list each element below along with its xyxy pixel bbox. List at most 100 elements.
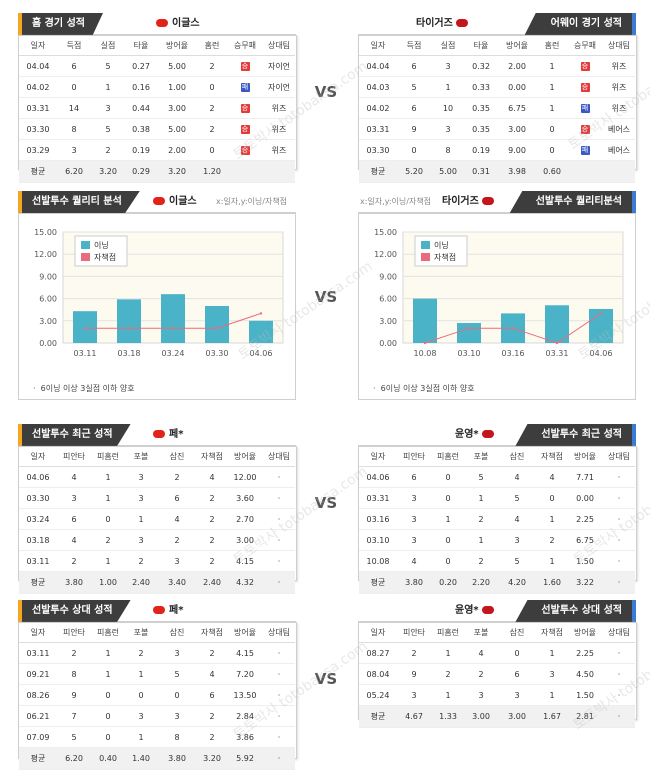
table-cell: · [263,550,295,572]
column-header: 상대팀 [263,623,295,643]
team-logo-icon [153,430,165,438]
team-label: 타이거즈 [416,18,453,29]
table-row: 06.21 7 0 3 3 2 2.84 · [19,705,295,727]
table-cell: 6 [397,97,431,119]
table-cell: · [263,529,295,551]
line-point [511,327,515,330]
average-cell [227,160,263,183]
table-cell: 1 [537,508,567,530]
table-row: 08.04 9 2 2 6 3 4.50 · [359,663,635,685]
table-cell: 5 [497,550,537,572]
table-cell: 3 [125,466,157,488]
average-cell: 평균 [19,571,57,594]
average-cell: 3.80 [57,571,91,594]
column-header: 자책점 [537,447,567,467]
average-cell: · [263,747,295,770]
table-cell: 1 [537,642,567,664]
table-cell: 03.16 [359,508,397,530]
table-cell: 4 [197,663,227,685]
table-row: 04.04 6 3 0.32 2.00 1 승 위즈 [359,55,635,77]
table-cell: 08.27 [359,642,397,664]
y-tick-label: 9.00 [39,272,57,281]
table-cell: 14 [57,97,91,119]
team-logo-icon [156,19,168,27]
right-chart: 0.00 3.00 6.00 9.00 12.00 15.00 10.08 03.10 03.1… [374,228,624,358]
table-cell: 3 [397,529,431,551]
table-cell: 1 [91,642,125,664]
table-cell: 04.06 [19,466,57,488]
team-label: 페* [169,429,184,440]
average-cell: 3.00 [497,705,537,728]
y-tick-label: 6.00 [379,295,397,304]
table-cell: 2.25 [567,508,603,530]
legend-label: 이닝 [94,240,109,250]
table-cell: 8 [57,663,91,685]
table-header-row: 일자 피안타 피홈런 포볼 삼진 자책점 방어율 상대팀 [359,623,635,643]
table-cell: 5 [157,663,197,685]
result-cell: 승 [227,118,263,140]
table-cell: 0 [91,726,125,748]
table-row: 03.30 3 1 3 6 2 3.60 · [19,487,295,509]
table-row: 04.06 6 0 5 4 4 7.71 · [359,466,635,488]
table-cell: 0 [197,139,227,161]
table-cell: 4 [397,550,431,572]
section-title: 선발투수 최근 성적 [18,424,131,446]
average-cell: 0.60 [537,160,567,183]
y-tick-label: 15.00 [34,228,57,237]
table-cell: 0 [197,76,227,98]
x-tick-label: 03.16 [502,349,525,358]
table-cell: 0 [537,118,567,140]
result-cell: 승 [567,55,603,77]
header-rule [358,621,636,622]
table-cell: 08.26 [19,684,57,706]
average-cell: 1.40 [125,747,157,770]
column-header: 상대팀 [603,447,635,467]
table-cell: 4.15 [227,642,263,664]
table-cell: · [263,466,295,488]
header-rule [18,212,296,213]
result-cell: 패 [567,97,603,119]
table-cell: 04.03 [359,76,397,98]
table-row: 03.16 3 1 2 4 1 2.25 · [359,508,635,530]
x-tick-label: 10.08 [414,349,437,358]
column-header: 자책점 [197,623,227,643]
average-cell: 3.40 [157,571,197,594]
average-cell: 6.20 [57,160,91,183]
table-cell: 위즈 [263,139,295,161]
section-title: 선발투수 상대 성적 [18,600,131,622]
table-cell: 6 [197,684,227,706]
table-cell: 0 [431,487,465,509]
table-row: 04.02 6 10 0.35 6.75 1 패 위즈 [359,97,635,119]
table-cell: 1 [431,76,465,98]
table-row: 03.11 2 1 2 3 2 4.15 · [19,642,295,664]
table-cell: 03.10 [359,529,397,551]
result-cell: 승 [227,55,263,77]
bar [205,306,229,343]
section-title: 홈 경기 성적 [18,13,103,35]
table-cell: 6.75 [497,97,537,119]
column-header: 포볼 [465,623,497,643]
table-cell: · [263,684,295,706]
result-cell: 승 [227,97,263,119]
average-cell [603,160,635,183]
home-recent-header: 홈 경기 성적 이글스 [18,13,296,35]
away-recent-header: 어웨이 경기 성적 타이거즈 [358,13,636,35]
table-cell: 1 [125,726,157,748]
table-cell: 0 [497,642,537,664]
table-cell: 2 [197,529,227,551]
table-cell: 1.00 [157,76,197,98]
line-point [555,341,559,345]
x-tick-label: 03.24 [162,349,185,358]
line-point [599,312,603,315]
table-cell: 2 [197,487,227,509]
average-cell: 4.67 [397,705,431,728]
column-header: 자책점 [197,447,227,467]
y-tick-label: 15.00 [374,228,397,237]
vs-label: VS [314,670,338,688]
table-cell: 10 [431,97,465,119]
column-header: 방어율 [567,623,603,643]
table-cell: 2 [197,55,227,77]
table-cell: · [263,487,295,509]
table-header-row: 일자 피안타 피홈런 포볼 삼진 자책점 방어율 상대팀 [19,623,295,643]
column-header: 승무패 [227,36,263,56]
